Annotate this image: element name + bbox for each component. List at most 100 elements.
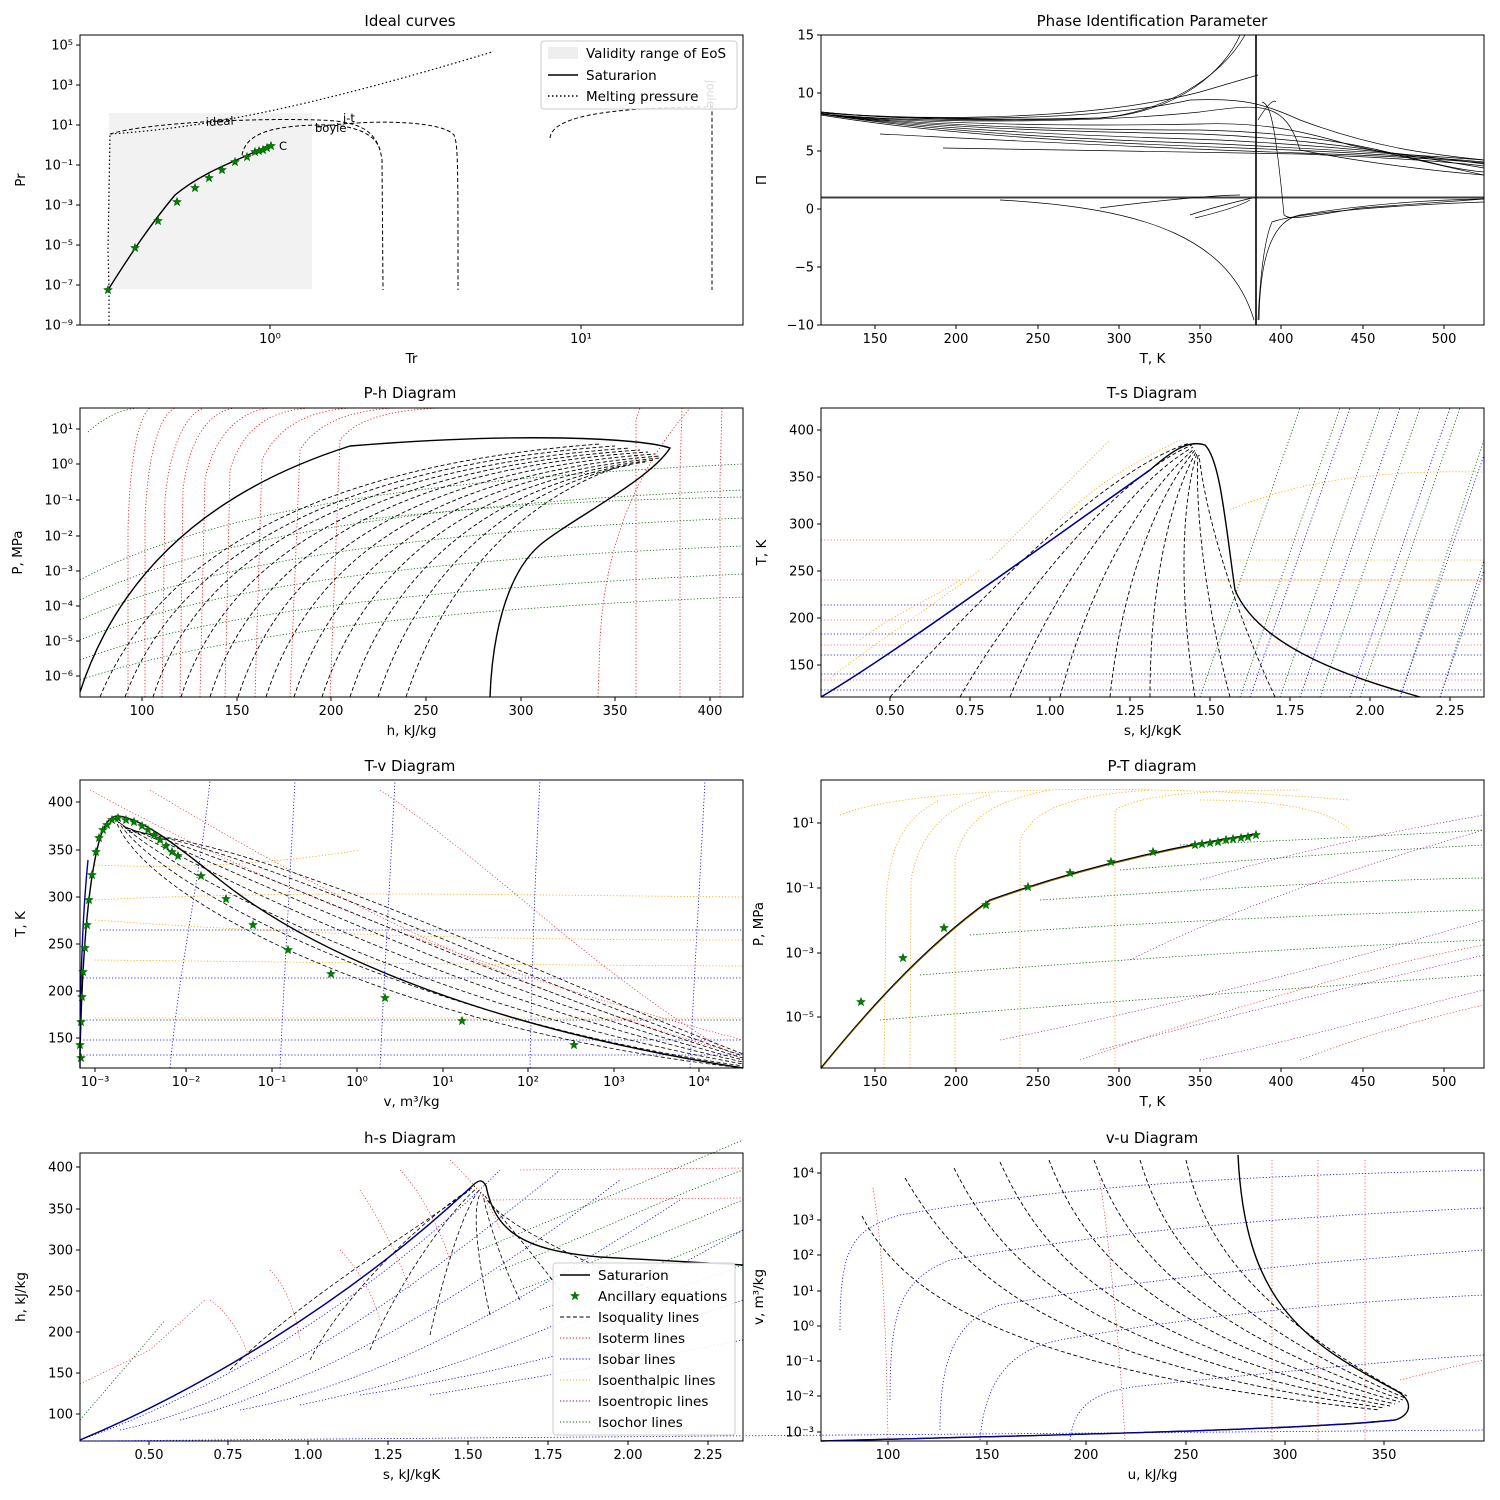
y-tick-label: 10⁻² (44, 530, 73, 545)
ancillary-point (1105, 856, 1117, 867)
x-tick-label: 500 (1432, 1075, 1457, 1090)
legend: Saturarion Ancillary equations Isoqualit… (552, 1262, 736, 1436)
x-tick-label: 10² (517, 1075, 539, 1090)
ancillary-point (1022, 881, 1034, 892)
axes-frame (820, 1152, 1485, 1442)
ancillary-point (90, 846, 102, 857)
ancillary-point (112, 812, 124, 823)
x-tick-label: 10⁴ (688, 1075, 710, 1090)
ancillary-point (897, 952, 909, 963)
x-tick-label: 10⁻¹ (258, 1075, 287, 1090)
x-tick-label: 1.00 (294, 1448, 323, 1463)
ancillary-point (229, 156, 241, 167)
legend-label: Saturarion (586, 68, 657, 84)
y-tick-label: −10 (787, 319, 814, 334)
x-tick-label: 2.00 (1356, 704, 1385, 719)
x-tick-label: 1.25 (374, 1448, 403, 1463)
y-tick-label: 350 (48, 844, 73, 859)
x-tick-label: 400 (1269, 332, 1294, 347)
isenthalpic-lines (829, 439, 1485, 679)
y-tick-label: 0 (806, 203, 814, 218)
label-boyle: boyle (315, 121, 346, 135)
ancillary-point (203, 172, 215, 183)
isoquality-lines (889, 442, 1276, 698)
y-axis-label: Pr (13, 173, 29, 187)
y-tick-label: 200 (789, 612, 814, 627)
ancillary-point (1196, 838, 1208, 849)
ancillary-point (241, 151, 253, 162)
x-tick-label: 350 (1188, 332, 1213, 347)
x-tick-label: 500 (1432, 332, 1457, 347)
x-axis-label: s, kJ/kgK (1124, 723, 1182, 739)
x-tick-label: 2.25 (1436, 704, 1465, 719)
ancillary-point (97, 824, 109, 835)
axes-frame (79, 779, 744, 1069)
legend-label: Isoquality lines (598, 1310, 699, 1326)
isobar-lines (79, 1169, 1485, 1442)
x-tick-label: 1.25 (1116, 704, 1145, 719)
legend-label: Isoenthalpic lines (598, 1373, 715, 1389)
y-tick-label: 10 (797, 87, 814, 102)
isoquality-lines (861, 1159, 1408, 1411)
x-tick-label: 350 (603, 704, 628, 719)
ancillary-point (76, 991, 88, 1002)
y-tick-label: 10⁻⁹ (44, 319, 73, 334)
ancillary-point (195, 870, 207, 881)
y-axis-label: v, m³/kg (751, 1269, 767, 1325)
x-axis-label: T, K (1139, 351, 1167, 367)
ancillary-point (325, 968, 337, 979)
y-tick-label: 10¹ (51, 423, 73, 438)
chart-title: Phase Identification Parameter (1037, 12, 1269, 30)
chart-title: P-T diagram (1107, 757, 1196, 775)
ancillary-point (980, 899, 992, 910)
ancillary-point (1212, 836, 1224, 847)
isotherm-lines (872, 1160, 1485, 1441)
ancillary-point (1242, 831, 1254, 842)
axes: 10⁰ 10¹ 10⁻⁹ 10⁻⁷ 10⁻⁵ 10⁻³ 10⁻¹ 10¹ 10³ 10⁵ Tr Pr (13, 34, 744, 367)
y-tick-label: 5 (806, 145, 814, 160)
y-tick-label: 10⁻¹ (785, 1355, 814, 1370)
axes-frame (820, 779, 1485, 1069)
y-tick-label: 350 (48, 1203, 73, 1218)
ancillary-point (189, 182, 201, 193)
x-tick-label: 150 (225, 704, 250, 719)
y-axis-label: P, MPa (751, 902, 767, 946)
x-tick-label: 1.50 (1196, 704, 1225, 719)
x-tick-label: 0.50 (135, 1448, 164, 1463)
ancillary-point (1147, 846, 1159, 857)
y-tick-label: 400 (789, 424, 814, 439)
y-tick-label: 250 (48, 1285, 73, 1300)
isenthalpic-lines (839, 788, 1351, 1069)
chart-p-h-diagram: P-h Diagram (10, 384, 744, 739)
axes: 150 200 250 300 350 400 450 500 10⁻⁵ 10⁻³ 10⁻¹ 10¹ T… (751, 779, 1485, 1110)
x-tick-label: 200 (319, 704, 344, 719)
isotherm-lines (89, 789, 744, 1061)
x-axis-label: s, kJ/kgK (383, 1467, 441, 1483)
isenthalpic-lines (94, 849, 744, 1019)
legend-label: Melting pressure (586, 89, 698, 105)
x-tick-label: 200 (944, 332, 969, 347)
label-ideal: ideal (205, 114, 234, 129)
y-tick-label: 10¹ (792, 817, 814, 832)
saturation-curve (820, 833, 1257, 1070)
axes-frame (79, 34, 744, 326)
chart-h-s-diagram: h-s Diagram (13, 1129, 744, 1483)
pip-curves (820, 34, 1485, 321)
legend-star-marker (569, 1290, 581, 1301)
y-tick-label: −5 (795, 261, 814, 276)
y-tick-label: 10⁻⁷ (44, 279, 73, 294)
ancillary-point (938, 922, 950, 933)
saturation-curve (79, 437, 672, 698)
y-tick-label: 200 (48, 1326, 73, 1341)
x-axis-label: Tr (405, 351, 418, 367)
y-tick-label: 400 (48, 796, 73, 811)
ancillary-point (79, 942, 91, 953)
x-tick-label: 250 (1026, 332, 1051, 347)
ancillary-points (855, 829, 1262, 1007)
chart-v-u-diagram: v-u Diagram (79, 1129, 1485, 1483)
x-tick-label: 250 (1026, 1075, 1051, 1090)
chart-t-s-diagram: T-s Diagram (754, 384, 1485, 739)
ancillary-point (102, 284, 114, 295)
ancillary-point (160, 840, 172, 851)
ancillary-point (282, 944, 294, 955)
